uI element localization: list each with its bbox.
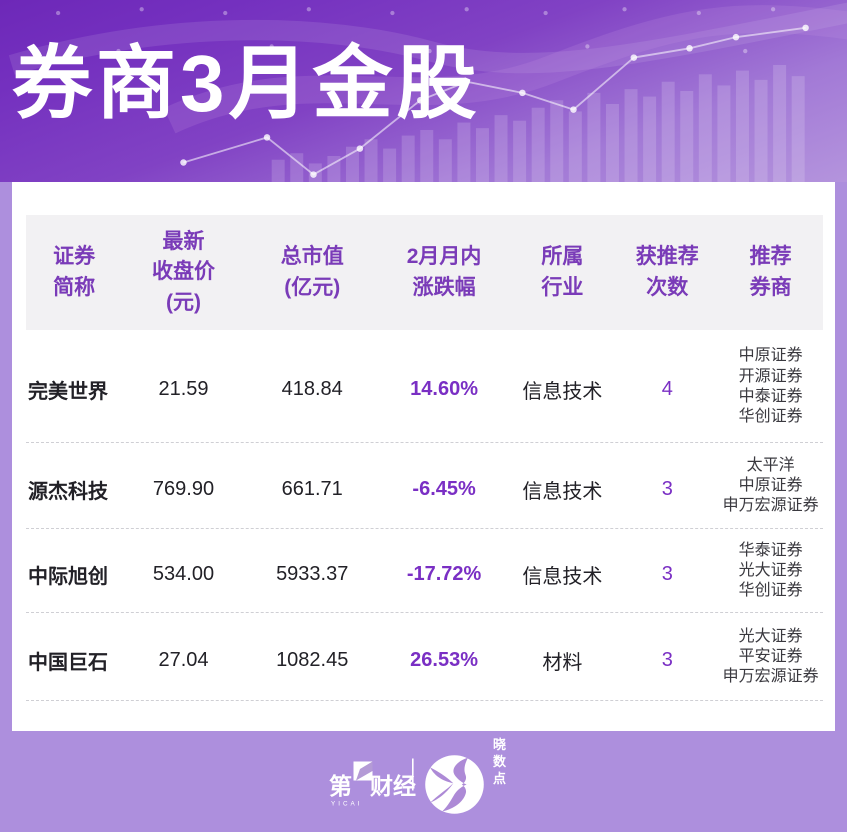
svg-text:财经: 财经 [370,773,416,799]
svg-text:YICAI: YICAI [331,801,362,808]
svg-text:第: 第 [329,773,352,799]
svg-text:晓 数 点: 晓 数 点 [493,737,510,786]
